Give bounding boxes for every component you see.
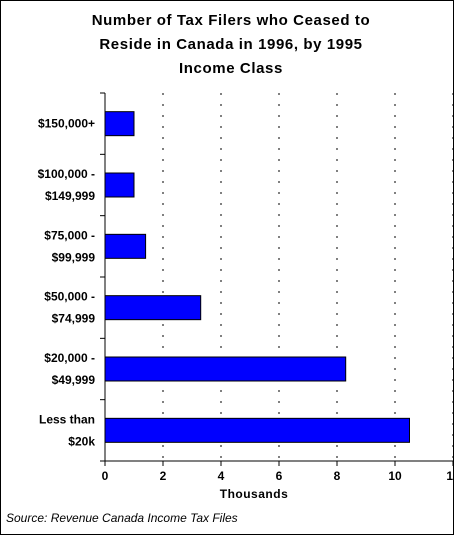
y-tick-label-3-1: $74,999 [52,312,96,326]
y-tick-label-4-1: $49,999 [52,373,96,387]
y-tick-label-0-0: $150,000+ [38,117,95,131]
y-tick-label-1-1: $149,999 [45,189,95,203]
y-tick-label-5-1: $20k [68,434,95,448]
bar-3 [104,295,202,321]
chart-title-line-1: Number of Tax Filers who Ceased to [91,12,371,29]
chart-title-line-2: Reside in Canada in 1996, by 1995 [99,36,363,53]
x-tick-label-4: 8 [334,469,341,483]
x-tick-label-6: 12 [446,469,454,483]
bar-2 [104,233,147,259]
bar-4 [104,356,347,382]
x-tick-label-5: 10 [388,469,402,483]
chart-title-line-3: Income Class [179,60,283,77]
y-tick-label-3-0: $50,000 - [44,290,95,304]
y-tick-label-5-0: Less than [39,412,95,426]
x-axis-title: Thousands [220,487,289,501]
bar-0 [104,111,135,137]
y-tick-label-2-0: $75,000 - [44,228,95,242]
bar-5 [104,417,410,443]
x-tick-label-0: 0 [102,469,109,483]
x-tick-label-2: 4 [218,469,225,483]
source-note: Source: Revenue Canada Income Tax Files [6,511,238,525]
x-tick-label-3: 6 [276,469,283,483]
bar-1 [104,172,135,198]
y-tick-label-1-0: $100,000 - [38,167,95,181]
x-tick-label-1: 2 [160,469,167,483]
chart-title: Number of Tax Filers who Ceased to Resid… [21,9,441,81]
y-tick-label-4-0: $20,000 - [44,351,95,365]
y-tick-label-2-1: $99,999 [52,250,96,264]
